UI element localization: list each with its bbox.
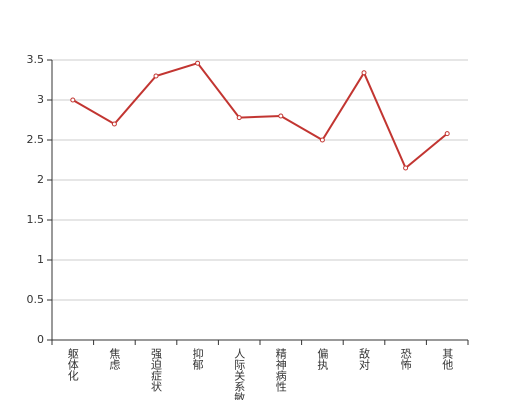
point (319, 137, 325, 143)
line (72, 62, 448, 170)
x-tick-label: 恐怖 (399, 348, 412, 370)
y-tick-label: 0 (37, 333, 44, 346)
y-tick-label: 3 (37, 93, 44, 106)
x-tick-label: 精神病性 (274, 348, 287, 393)
point (236, 115, 242, 121)
y-tick-label: 1 (37, 253, 44, 266)
point (278, 113, 284, 119)
point (361, 70, 367, 76)
x-tick-label: 躯体化 (66, 348, 79, 382)
point (403, 165, 409, 171)
y-tick-label: 2.5 (27, 133, 45, 146)
x-tick-label: 强迫症状 (150, 348, 163, 392)
x-tick-label: 抑郁 (191, 347, 204, 370)
x-tick-label: 焦虑 (108, 348, 121, 370)
y-tick-label: 0.5 (27, 293, 45, 306)
y-tick-label: 2 (37, 173, 44, 186)
x-tick-label: 敌对 (358, 347, 371, 370)
x-tick-label: 人际关系敏感 (233, 348, 246, 400)
x-tick-label: 其他 (441, 348, 454, 370)
y-tick-label: 1.5 (27, 213, 45, 226)
x-tick-label: 偏执 (316, 347, 329, 371)
point (111, 121, 117, 127)
y-tick-label: 3.5 (27, 53, 45, 66)
point (444, 131, 450, 137)
point (70, 97, 76, 103)
point (153, 73, 159, 79)
point (195, 60, 201, 66)
